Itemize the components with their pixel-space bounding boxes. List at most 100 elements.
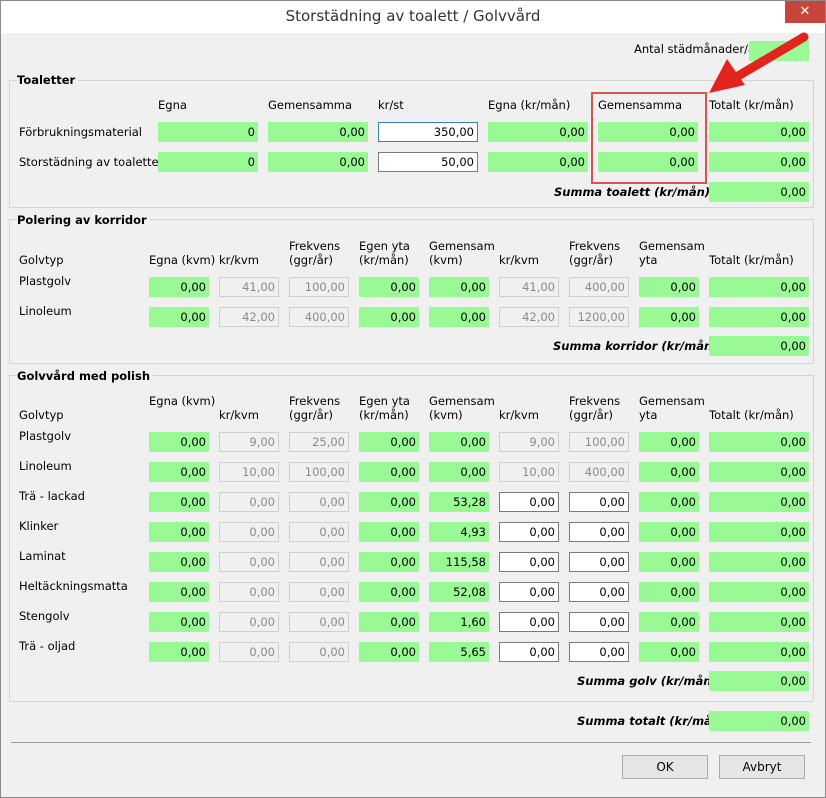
- toalett-totalt-field: 0,00: [709, 122, 809, 142]
- polish-totalt-field: 0,00: [709, 462, 809, 482]
- polish-egna-field[interactable]: 0,00: [149, 552, 209, 572]
- polish-egenyta-field: 0,00: [359, 552, 419, 572]
- korridor-header-frek2-line2: (ggr/år): [569, 253, 613, 267]
- polish-gemsam-field[interactable]: 0,00: [429, 432, 489, 452]
- polish-frek2-field[interactable]: 0,00: [569, 582, 629, 602]
- polish-krkvm1-field: 0,00: [219, 582, 279, 602]
- polish-krkvm2-field[interactable]: 0,00: [499, 522, 559, 542]
- korridor-krkvm1-field: 41,00: [219, 277, 279, 297]
- polish-frek2-field[interactable]: 0,00: [569, 642, 629, 662]
- polish-header-egenyta-line2: (kr/mån): [359, 408, 409, 422]
- polish-header-frek2-line1: Frekvens: [569, 394, 621, 408]
- toaletter-group: [9, 80, 814, 208]
- polish-krkvm2-field[interactable]: 0,00: [499, 582, 559, 602]
- polish-gemyta-field: 0,00: [639, 552, 699, 572]
- polish-krkvm2-field: 9,00: [499, 432, 559, 452]
- polish-krkvm2-field[interactable]: 0,00: [499, 642, 559, 662]
- polish-gemsam-field[interactable]: 52,08: [429, 582, 489, 602]
- polish-frek1-field: 0,00: [289, 612, 349, 632]
- polish-gemsam-field[interactable]: 0,00: [429, 462, 489, 482]
- korridor-gemsam-field[interactable]: 0,00: [429, 277, 489, 297]
- polish-egna-field[interactable]: 0,00: [149, 582, 209, 602]
- polish-krkvm2-field[interactable]: 0,00: [499, 612, 559, 632]
- korridor-totalt-field: 0,00: [709, 277, 809, 297]
- toalett-sum-field: 0,00: [709, 182, 809, 202]
- polish-totalt-field: 0,00: [709, 612, 809, 632]
- polish-gemyta-field: 0,00: [639, 492, 699, 512]
- polish-row-label: Laminat: [19, 549, 66, 563]
- polish-row-label: Trä - oljad: [19, 639, 76, 653]
- polish-gemsam-field[interactable]: 1,60: [429, 612, 489, 632]
- total-sum-label: Summa totalt (kr/mån): [577, 714, 726, 728]
- polish-krkvm1-field: 0,00: [219, 552, 279, 572]
- polish-gemsam-field[interactable]: 115,58: [429, 552, 489, 572]
- polish-frek2-field[interactable]: 0,00: [569, 492, 629, 512]
- toalett-krst-field[interactable]: 350,00: [378, 122, 478, 142]
- toalett-egna-field[interactable]: 0: [158, 152, 258, 172]
- korridor-sum-label: Summa korridor (kr/mån): [553, 339, 718, 353]
- polish-egenyta-field: 0,00: [359, 642, 419, 662]
- korridor-header-egenyta-line2: (kr/mån): [359, 253, 409, 267]
- polish-egna-field[interactable]: 0,00: [149, 612, 209, 632]
- polish-header-gemsam-line2: (kvm): [429, 408, 463, 422]
- polish-header-frek1-line2: (ggr/år): [289, 408, 333, 422]
- toalett-egna-field[interactable]: 0: [158, 122, 258, 142]
- korridor-header-totalt: Totalt (kr/mån): [709, 253, 794, 267]
- close-icon: ✕: [799, 4, 811, 19]
- polish-header-golvtyp: Golvtyp: [19, 408, 64, 422]
- polish-egenyta-field: 0,00: [359, 492, 419, 512]
- korridor-row-label: Plastgolv: [19, 274, 72, 288]
- bottom-separator: [11, 742, 811, 743]
- toalett-gemensamma-field[interactable]: 0,00: [268, 122, 368, 142]
- toalett-totalt-field: 0,00: [709, 152, 809, 172]
- korridor-header-frek1-line1: Frekvens: [289, 239, 341, 253]
- polish-gemsam-field[interactable]: 5,65: [429, 642, 489, 662]
- korridor-gemsam-field[interactable]: 0,00: [429, 307, 489, 327]
- polish-totalt-field: 0,00: [709, 492, 809, 512]
- polish-frek2-field[interactable]: 0,00: [569, 612, 629, 632]
- polish-egna-field[interactable]: 0,00: [149, 642, 209, 662]
- cancel-button[interactable]: Avbryt: [719, 755, 805, 779]
- toalett-gem-krman-field: 0,00: [598, 122, 698, 142]
- close-button[interactable]: ✕: [785, 1, 825, 23]
- toalett-gemensamma-field[interactable]: 0,00: [268, 152, 368, 172]
- polish-row-label: Trä - lackad: [19, 489, 85, 503]
- polish-egna-field[interactable]: 0,00: [149, 432, 209, 452]
- polish-gemyta-field: 0,00: [639, 432, 699, 452]
- polish-egenyta-field: 0,00: [359, 462, 419, 482]
- korridor-group: [9, 219, 814, 364]
- toalett-row-label: Förbrukningsmaterial: [19, 125, 143, 139]
- ok-button[interactable]: OK: [622, 755, 708, 779]
- korridor-header-gemyta-line2: yta: [639, 253, 658, 267]
- polish-egna-field[interactable]: 0,00: [149, 492, 209, 512]
- korridor-frek1-field: 100,00: [289, 277, 349, 297]
- polish-krkvm2-field[interactable]: 0,00: [499, 492, 559, 512]
- polish-krkvm1-field: 9,00: [219, 432, 279, 452]
- korridor-frek2-field: 1200,00: [569, 307, 629, 327]
- polish-header-gemyta-line2: yta: [639, 408, 658, 422]
- korridor-gemyta-field: 0,00: [639, 277, 699, 297]
- polish-krkvm2-field[interactable]: 0,00: [499, 552, 559, 572]
- total-sum-field: 0,00: [709, 711, 809, 731]
- polish-egna-field[interactable]: 0,00: [149, 462, 209, 482]
- korridor-header-krkvm2: kr/kvm: [499, 253, 539, 267]
- korridor-egna-field[interactable]: 0,00: [149, 277, 209, 297]
- polish-gemyta-field: 0,00: [639, 612, 699, 632]
- polish-krkvm1-field: 0,00: [219, 522, 279, 542]
- korridor-krkvm2-field: 41,00: [499, 277, 559, 297]
- polish-frek2-field[interactable]: 0,00: [569, 552, 629, 572]
- polish-title: Golvvård med polish: [17, 369, 154, 383]
- polish-gemsam-field[interactable]: 4,93: [429, 522, 489, 542]
- toalett-krst-field[interactable]: 50,00: [378, 152, 478, 172]
- polish-row-label: Klinker: [19, 519, 59, 533]
- polish-frek2-field[interactable]: 0,00: [569, 522, 629, 542]
- korridor-egna-field[interactable]: 0,00: [149, 307, 209, 327]
- korridor-frek2-field: 400,00: [569, 277, 629, 297]
- polish-egna-field[interactable]: 0,00: [149, 522, 209, 542]
- toaletter-title: Toaletter: [17, 73, 79, 87]
- polish-frek1-field: 0,00: [289, 642, 349, 662]
- polish-krkvm2-field: 10,00: [499, 462, 559, 482]
- polish-gemsam-field[interactable]: 53,28: [429, 492, 489, 512]
- polish-header-egna: Egna (kvm): [149, 394, 216, 408]
